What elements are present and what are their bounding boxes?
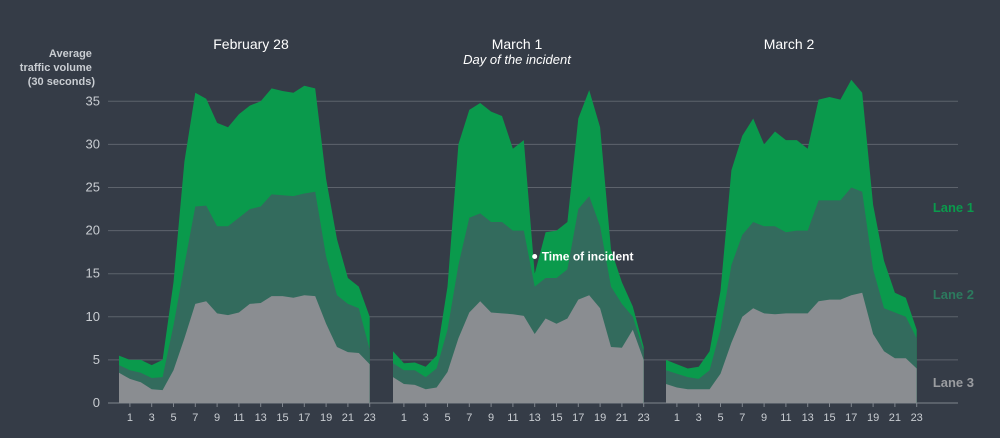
panel-2-title: March 1 xyxy=(492,36,543,52)
legend-lane-1: Lane 1 xyxy=(933,200,974,215)
panel-3-x-tick-7: 7 xyxy=(739,412,745,424)
y-axis-label-line-1: Average xyxy=(49,48,92,60)
y-axis-label-line-2: traffic volume xyxy=(20,62,92,74)
panel-1-lane3-area xyxy=(119,295,370,403)
panel-3-x-tick-15: 15 xyxy=(823,412,835,424)
panel-1-x-tick-13: 13 xyxy=(255,412,267,424)
y-tick-5: 5 xyxy=(93,352,100,367)
panel-3: March 2 xyxy=(666,36,917,404)
panel-2-lane3-area xyxy=(393,295,644,403)
panel-1-x-tick-15: 15 xyxy=(276,412,288,424)
panel-3-x-tick-5: 5 xyxy=(717,412,723,424)
legend-lane-2: Lane 2 xyxy=(933,287,974,302)
panel-2-x-tick-21: 21 xyxy=(616,412,628,424)
panel-2-x-tick-3: 3 xyxy=(423,412,429,424)
panel-1-x-tick-17: 17 xyxy=(298,412,310,424)
panel-1-x-tick-21: 21 xyxy=(342,412,354,424)
panel-1-x-tick-23: 23 xyxy=(364,412,376,424)
panel-1-x-tick-11: 11 xyxy=(233,412,244,424)
panel-2-x-tick-13: 13 xyxy=(529,412,541,424)
panel-3-x-tick-19: 19 xyxy=(867,412,879,424)
panel-3-x-tick-17: 17 xyxy=(845,412,857,424)
panel-3-title: March 2 xyxy=(764,36,815,52)
y-tick-25: 25 xyxy=(86,180,100,195)
incident-annotation: Time of incident xyxy=(532,249,633,263)
panel-3-x-tick-11: 11 xyxy=(780,412,791,424)
panel-3-x-tick-9: 9 xyxy=(761,412,767,424)
legend-lane-3: Lane 3 xyxy=(933,375,974,390)
panel-1-x-tick-19: 19 xyxy=(320,412,332,424)
y-tick-30: 30 xyxy=(86,136,100,151)
panel-3-x-tick-1: 1 xyxy=(674,412,680,424)
panel-2-x-tick-11: 11 xyxy=(507,412,518,424)
panel-1-x-tick-7: 7 xyxy=(192,412,198,424)
panel-2-x-tick-23: 23 xyxy=(638,412,650,424)
incident-label: Time of incident xyxy=(542,249,634,263)
panel-1-x-tick-5: 5 xyxy=(170,412,176,424)
panel-1-x-tick-1: 1 xyxy=(127,412,133,424)
panel-2-x-tick-19: 19 xyxy=(594,412,606,424)
panel-3-x-tick-3: 3 xyxy=(696,412,702,424)
x-axis-ticks: 1 3 5 7 9 11 13 15 17 19 21 23 1 3 5 7 9 11 13 15 17 19 21 23 1 3… xyxy=(127,403,923,424)
panel-2-x-tick-17: 17 xyxy=(572,412,584,424)
y-axis-label: Average traffic volume (30 seconds) xyxy=(20,48,96,88)
y-tick-35: 35 xyxy=(86,93,100,108)
panel-3-x-tick-23: 23 xyxy=(911,412,923,424)
y-axis-label-line-3: (30 seconds) xyxy=(28,76,96,88)
y-tick-0: 0 xyxy=(93,395,100,410)
panel-2-subtitle: Day of the incident xyxy=(463,52,572,67)
panel-2-x-tick-5: 5 xyxy=(444,412,450,424)
panel-2-x-tick-9: 9 xyxy=(488,412,494,424)
panel-3-x-tick-21: 21 xyxy=(889,412,901,424)
panel-1-x-tick-3: 3 xyxy=(149,412,155,424)
y-tick-10: 10 xyxy=(86,309,100,324)
y-tick-20: 20 xyxy=(86,223,100,238)
y-tick-15: 15 xyxy=(86,266,100,281)
panel-3-lane3-area xyxy=(666,292,917,403)
incident-marker xyxy=(532,253,538,259)
panel-3-x-tick-13: 13 xyxy=(802,412,814,424)
panel-1-title: February 28 xyxy=(213,36,289,52)
panel-2-x-tick-15: 15 xyxy=(550,412,562,424)
panel-2-x-tick-1: 1 xyxy=(401,412,407,424)
panel-1: February 28 xyxy=(119,36,370,404)
panel-1-x-tick-9: 9 xyxy=(214,412,220,424)
panel-2-x-tick-7: 7 xyxy=(466,412,472,424)
y-axis-ticks: 0 5 10 15 20 25 30 35 xyxy=(86,93,100,410)
